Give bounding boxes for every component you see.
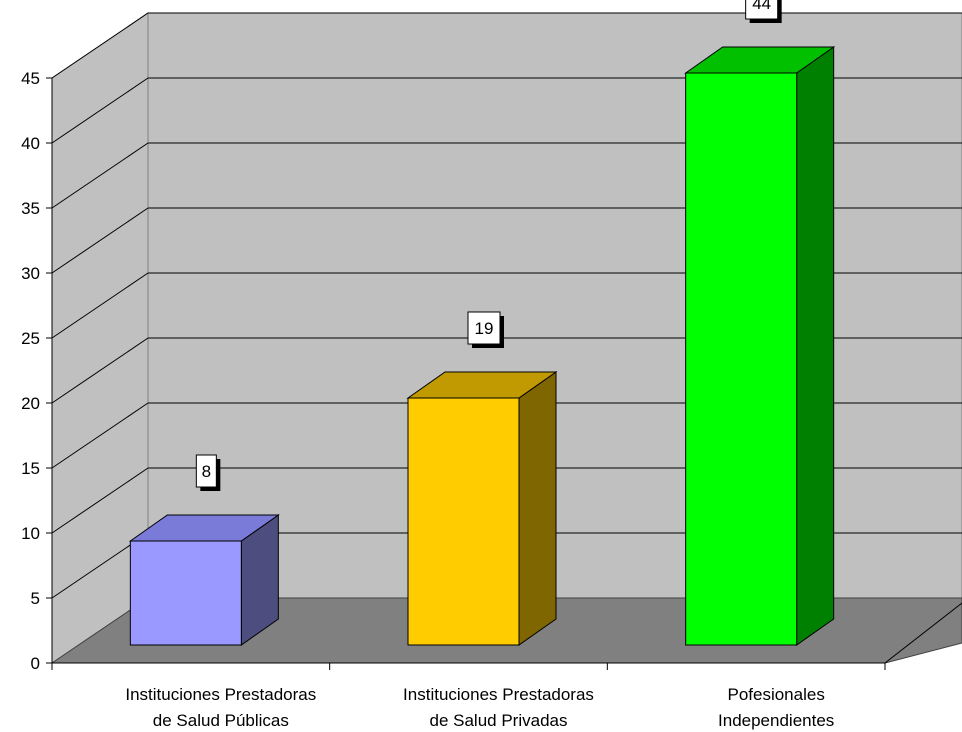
- gridline-side: [51, 272, 149, 339]
- x-tick-label-line: de Salud Privadas: [430, 711, 568, 730]
- axes: [46, 77, 886, 670]
- y-tick-label: 15: [21, 459, 40, 478]
- y-tick-label: 30: [21, 264, 40, 283]
- bar: [128, 514, 280, 646]
- data-label: 8: [195, 454, 221, 491]
- y-tick-label: 40: [21, 134, 40, 153]
- data-label: 19: [467, 311, 504, 348]
- y-tick-labels: 0 5 10 15 20 25 30 35 40 45: [21, 69, 40, 673]
- bars: [128, 46, 836, 646]
- bar-side: [518, 371, 557, 646]
- data-label-value: 44: [752, 0, 771, 13]
- x-tick-label: Pofesionales Independientes: [718, 685, 834, 730]
- data-label-value: 8: [202, 462, 211, 481]
- gridline-side: [51, 207, 149, 274]
- y-tick-label: 5: [31, 589, 40, 608]
- x-tick-label-line: Instituciones Prestadoras: [125, 685, 316, 704]
- gridline-side: [51, 142, 149, 209]
- data-label-box: [195, 454, 217, 488]
- y-tick-label: 0: [31, 654, 40, 673]
- bar: [406, 371, 558, 646]
- y-tick-label: 45: [21, 69, 40, 88]
- gridline-side: [51, 402, 149, 469]
- data-label: 44: [745, 0, 782, 23]
- bar-side: [796, 46, 835, 646]
- x-tick-label-line: Independientes: [718, 711, 834, 730]
- x-tick-label-line: Instituciones Prestadoras: [403, 685, 594, 704]
- gridline-side: [51, 467, 149, 534]
- bar-front: [685, 72, 798, 646]
- x-tick-label-line: Pofesionales: [727, 685, 824, 704]
- y-tick-label: 10: [21, 524, 40, 543]
- gridline-side: [51, 12, 149, 79]
- x-tick-label: Instituciones Prestadoras de Salud Privad…: [403, 685, 594, 730]
- floor-edge: [884, 602, 962, 664]
- y-tick-label: 25: [21, 329, 40, 348]
- bar: [684, 46, 836, 646]
- data-label-value: 19: [475, 319, 494, 338]
- data-label-box: [467, 311, 501, 345]
- y-tick-label: 20: [21, 394, 40, 413]
- x-tick-label-line: de Salud Públicas: [153, 711, 289, 730]
- bar-front: [407, 397, 520, 646]
- gridline-side: [51, 77, 149, 144]
- data-label-box: [745, 0, 779, 20]
- gridline-side: [51, 337, 149, 404]
- x-tick-labels: Instituciones Prestadoras de Salud Públic…: [125, 685, 834, 730]
- y-tick-label: 35: [21, 199, 40, 218]
- bar-front: [129, 540, 242, 646]
- data-labels: 8 19 44: [195, 0, 782, 491]
- x-tick-label: Instituciones Prestadoras de Salud Públic…: [125, 685, 316, 730]
